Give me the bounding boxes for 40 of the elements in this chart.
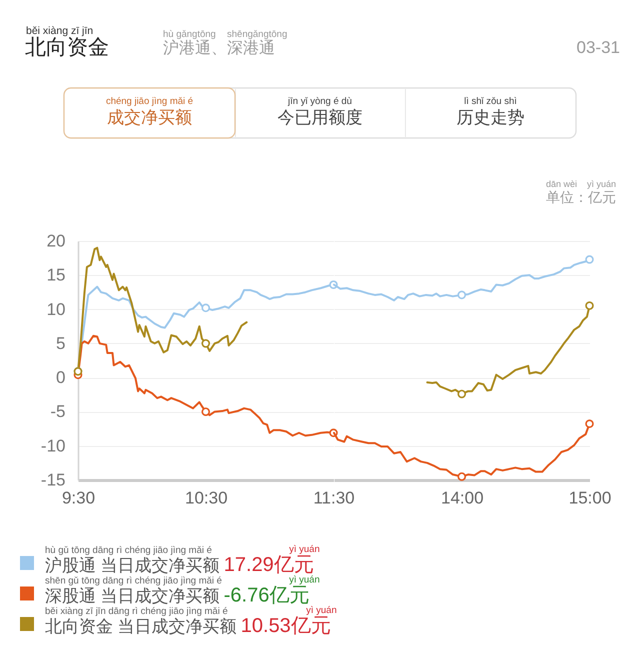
y-tick-label: -5 xyxy=(50,402,66,422)
text: yì yuán xyxy=(586,179,616,189)
chart-title: 北向资金 xyxy=(25,36,109,59)
legend-label: 沪股通 当日成交净买额 xyxy=(45,556,220,575)
y-tick-label: -10 xyxy=(40,436,66,456)
y-tick-label: 15 xyxy=(46,266,66,285)
text: jīn yǐ yòng é dù xyxy=(287,96,352,107)
legend-label: 北向资金 当日成交净买额 xyxy=(45,617,237,636)
text: -6.76亿元 xyxy=(224,584,310,606)
text: 单位：亿元 xyxy=(546,189,616,205)
text: běi xiàng zī jīn dāng rì chéng jiāo jìng mǎi é xyxy=(45,606,228,617)
y-tick-label: 20 xyxy=(46,232,66,250)
x-tick-label: 15:00 xyxy=(568,488,612,508)
x-tick-label: 10:30 xyxy=(184,488,228,508)
text: shēn gǔ tōng dāng rì chéng jiāo jìng mǎi é xyxy=(45,576,222,586)
text: hù gǎngtōng xyxy=(163,29,216,40)
text: 10.53亿元 xyxy=(240,615,331,637)
y-tick-label: -15 xyxy=(40,470,66,490)
text: 03-31 xyxy=(576,38,620,57)
text: 成交净买额 xyxy=(107,108,192,127)
text: běi xiàng zī jīn xyxy=(26,25,94,37)
chart-subtitle: 沪港通、深港通 xyxy=(163,39,275,57)
x-tick-label: 9:30 xyxy=(62,488,96,508)
text: yì yuán xyxy=(289,544,320,555)
text: 今已用额度 xyxy=(278,108,362,127)
y-tick-label: 10 xyxy=(46,300,66,319)
x-tick-label: 11:30 xyxy=(313,488,355,508)
legend-label: 深股通 当日成交净买额 xyxy=(45,586,220,606)
x-tick-label: 14:00 xyxy=(440,488,484,508)
text: 17.29亿元 xyxy=(224,554,314,576)
text: hù gǔ tōng dāng rì chéng jiāo jìng mǎi é xyxy=(45,545,212,556)
text: 历史走势 xyxy=(456,108,524,127)
text: dān wèi xyxy=(546,179,578,189)
y-tick-label: 0 xyxy=(56,368,66,388)
y-tick-label: 5 xyxy=(56,334,66,353)
text: yì yuán xyxy=(306,605,337,616)
text: shēngǎngtōng xyxy=(227,29,288,40)
text: lì shǐ zǒu shì xyxy=(464,96,517,107)
text: yì yuán xyxy=(289,574,320,586)
text: chéng jiāo jìng mǎi é xyxy=(106,96,194,107)
